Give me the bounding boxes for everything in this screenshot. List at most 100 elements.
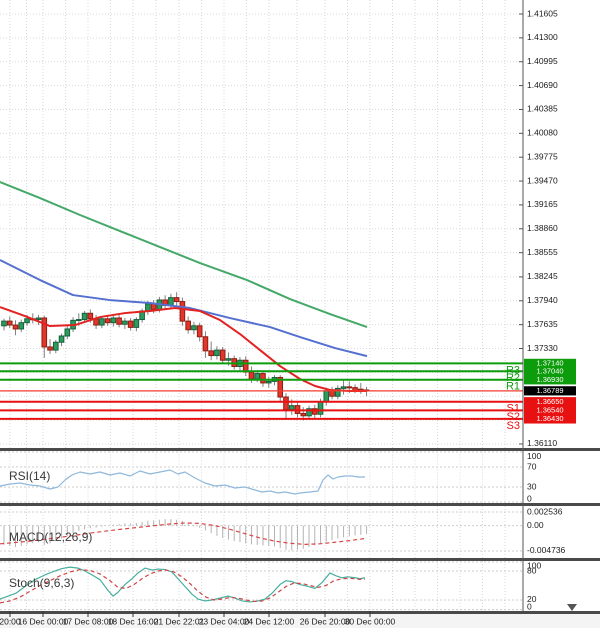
svg-text:1.40080: 1.40080 bbox=[527, 128, 558, 138]
chart-end-marker-icon[interactable] bbox=[567, 604, 577, 611]
candle-up bbox=[81, 312, 88, 321]
svg-text:24 Dec 12:00: 24 Dec 12:00 bbox=[244, 616, 295, 626]
svg-text:S3: S3 bbox=[507, 420, 520, 432]
candle-down bbox=[346, 386, 353, 389]
svg-text:0.002536: 0.002536 bbox=[527, 506, 563, 516]
ma-mid-blue-line bbox=[0, 259, 368, 358]
price-label-S1: 1.36650 bbox=[524, 397, 576, 407]
price-label-S2: 1.36540 bbox=[524, 406, 576, 415]
candle-down bbox=[196, 325, 203, 338]
svg-text:0: 0 bbox=[527, 601, 532, 611]
svg-text:S1: S1 bbox=[507, 403, 520, 415]
stoch-indicator-label: Stoch(9,6,3) bbox=[9, 576, 75, 590]
svg-text:1.38245: 1.38245 bbox=[527, 271, 558, 281]
pane-separator[interactable] bbox=[0, 503, 600, 506]
candle-down bbox=[6, 320, 13, 326]
macd-scale-labels: 0.002536 0.00 -0.004736 bbox=[527, 506, 566, 555]
svg-text:20:00: 20:00 bbox=[0, 616, 21, 626]
time-axis-strip[interactable] bbox=[0, 614, 600, 628]
pane-separator[interactable] bbox=[0, 611, 600, 614]
candle-up bbox=[52, 341, 59, 351]
price-label-R1: 1.36930 bbox=[524, 375, 576, 385]
svg-text:1.39470: 1.39470 bbox=[527, 175, 558, 185]
svg-text:1.37940: 1.37940 bbox=[527, 295, 558, 305]
stoch-pane[interactable] bbox=[0, 561, 523, 611]
svg-text:S2: S2 bbox=[507, 411, 520, 423]
candle-down bbox=[300, 412, 307, 417]
svg-text:1.40995: 1.40995 bbox=[527, 56, 558, 66]
price-label-R3: 1.37140 bbox=[524, 359, 576, 368]
svg-text:1.36430: 1.36430 bbox=[536, 414, 563, 423]
candle-up bbox=[133, 319, 140, 328]
svg-text:1.37040: 1.37040 bbox=[536, 366, 563, 375]
candle-up bbox=[99, 318, 105, 326]
svg-text:80: 80 bbox=[527, 565, 537, 575]
candle-up bbox=[225, 358, 232, 361]
time-axis[interactable] bbox=[0, 614, 600, 628]
candle-up bbox=[1, 320, 7, 327]
svg-text:1.39165: 1.39165 bbox=[527, 199, 558, 209]
candle-down bbox=[47, 346, 53, 351]
candle-down bbox=[179, 301, 186, 322]
candle-down bbox=[208, 350, 214, 357]
price-axis[interactable] bbox=[523, 0, 600, 611]
rsi-line bbox=[0, 469, 365, 495]
svg-text:30: 30 bbox=[527, 481, 537, 491]
candle-down bbox=[219, 349, 226, 361]
svg-text:1.41605: 1.41605 bbox=[527, 8, 558, 18]
candle-up bbox=[334, 387, 341, 397]
rsi-indicator-label: RSI(14) bbox=[9, 469, 51, 483]
candle-down bbox=[41, 317, 48, 348]
macd-histogram bbox=[3, 519, 368, 551]
candle-down bbox=[104, 318, 111, 324]
current-price-label: 1.36789 bbox=[524, 386, 576, 396]
price-axis-ticks: 1.41605 1.41300 1.40995 1.40690 1.40385 1.400… bbox=[519, 8, 558, 448]
stoch-k-line bbox=[0, 566, 366, 603]
svg-text:20: 20 bbox=[527, 594, 537, 604]
svg-text:1.36540: 1.36540 bbox=[536, 406, 563, 415]
candle-up bbox=[18, 322, 25, 330]
pane-separator[interactable] bbox=[0, 448, 600, 451]
svg-text:1.40385: 1.40385 bbox=[527, 104, 558, 114]
svg-text:18 Dec 16:00: 18 Dec 16:00 bbox=[108, 616, 159, 626]
price-label-S3: 1.36430 bbox=[524, 414, 576, 424]
pane-separator[interactable] bbox=[0, 558, 600, 561]
svg-text:26 Dec 20:00: 26 Dec 20:00 bbox=[300, 616, 351, 626]
candle-up bbox=[122, 320, 128, 325]
candle-down bbox=[12, 324, 19, 330]
svg-text:0.00: 0.00 bbox=[527, 520, 544, 530]
pivot-levels bbox=[0, 362, 523, 420]
candle-down bbox=[127, 320, 134, 328]
candle-up bbox=[64, 328, 71, 337]
candle-down bbox=[173, 297, 180, 303]
svg-text:1.36789: 1.36789 bbox=[536, 386, 563, 395]
svg-text:1.39775: 1.39775 bbox=[527, 151, 558, 161]
candle-down bbox=[260, 373, 266, 384]
svg-text:1.36930: 1.36930 bbox=[536, 375, 563, 384]
svg-text:23 Dec 04:00: 23 Dec 04:00 bbox=[199, 616, 250, 626]
candle-up bbox=[110, 317, 117, 324]
candle-up bbox=[191, 325, 197, 331]
candle-up bbox=[76, 319, 82, 322]
candle-down bbox=[277, 376, 284, 398]
svg-text:21 Dec 22:01: 21 Dec 22:01 bbox=[154, 616, 205, 626]
candle-up bbox=[58, 335, 65, 343]
svg-text:1.37140: 1.37140 bbox=[536, 359, 563, 368]
svg-text:R1: R1 bbox=[506, 381, 520, 393]
candle-down bbox=[202, 336, 209, 352]
svg-text:R3: R3 bbox=[506, 364, 520, 376]
svg-text:0: 0 bbox=[527, 493, 532, 503]
main-chart-pane[interactable] bbox=[0, 0, 523, 448]
candle-down bbox=[87, 312, 94, 320]
rsi-pane[interactable] bbox=[0, 451, 523, 503]
macd-signal-line bbox=[0, 522, 366, 545]
stoch-d-line bbox=[0, 568, 365, 604]
svg-text:1.40690: 1.40690 bbox=[527, 80, 558, 90]
svg-text:100: 100 bbox=[527, 451, 541, 461]
svg-text:1.37330: 1.37330 bbox=[527, 343, 558, 353]
svg-text:100: 100 bbox=[527, 560, 541, 570]
